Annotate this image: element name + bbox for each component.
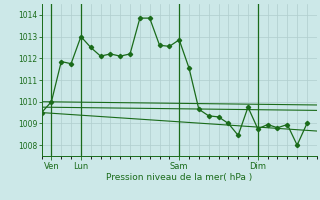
X-axis label: Pression niveau de la mer( hPa ): Pression niveau de la mer( hPa ) (106, 173, 252, 182)
